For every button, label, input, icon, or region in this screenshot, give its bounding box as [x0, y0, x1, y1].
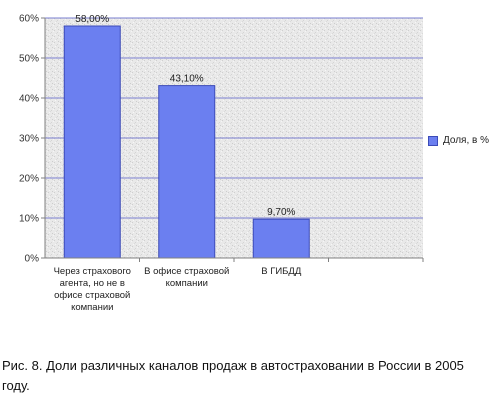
bar: [158, 85, 216, 259]
y-tick-label: 60%: [19, 14, 39, 25]
y-tick-label: 20%: [19, 174, 39, 185]
figure-caption: Рис. 8. Доли различных каналов продаж в …: [2, 358, 464, 393]
y-tick-label: 50%: [19, 54, 39, 65]
data-label: 43,10%: [170, 74, 204, 85]
legend-swatch: [428, 135, 438, 146]
bar: [252, 218, 310, 259]
x-category-label: В офисе страховой компании: [144, 266, 230, 289]
legend: Доля, в %: [428, 135, 489, 146]
y-tick-label: 10%: [19, 214, 39, 225]
y-tick-label: 30%: [19, 134, 39, 145]
y-tick-label: 40%: [19, 94, 39, 105]
bar: [63, 25, 121, 259]
data-label: 9,70%: [267, 207, 295, 218]
chart: 0% 10% 20% 30% 40% 50% 60% 58,00% 43,10% 9,70% Ч…: [19, 14, 489, 314]
legend-label: Доля, в %: [443, 135, 490, 146]
x-category-label: Через страхового агента, но не в офисе с…: [53, 266, 131, 313]
y-tick-label: 0%: [25, 254, 40, 265]
data-label: 58,00%: [75, 14, 109, 25]
x-category-label: В ГИБДД: [261, 266, 302, 277]
chart-svg: 0% 10% 20% 30% 40% 50% 60% 58,00% 43,10% 9,70%: [19, 14, 424, 265]
